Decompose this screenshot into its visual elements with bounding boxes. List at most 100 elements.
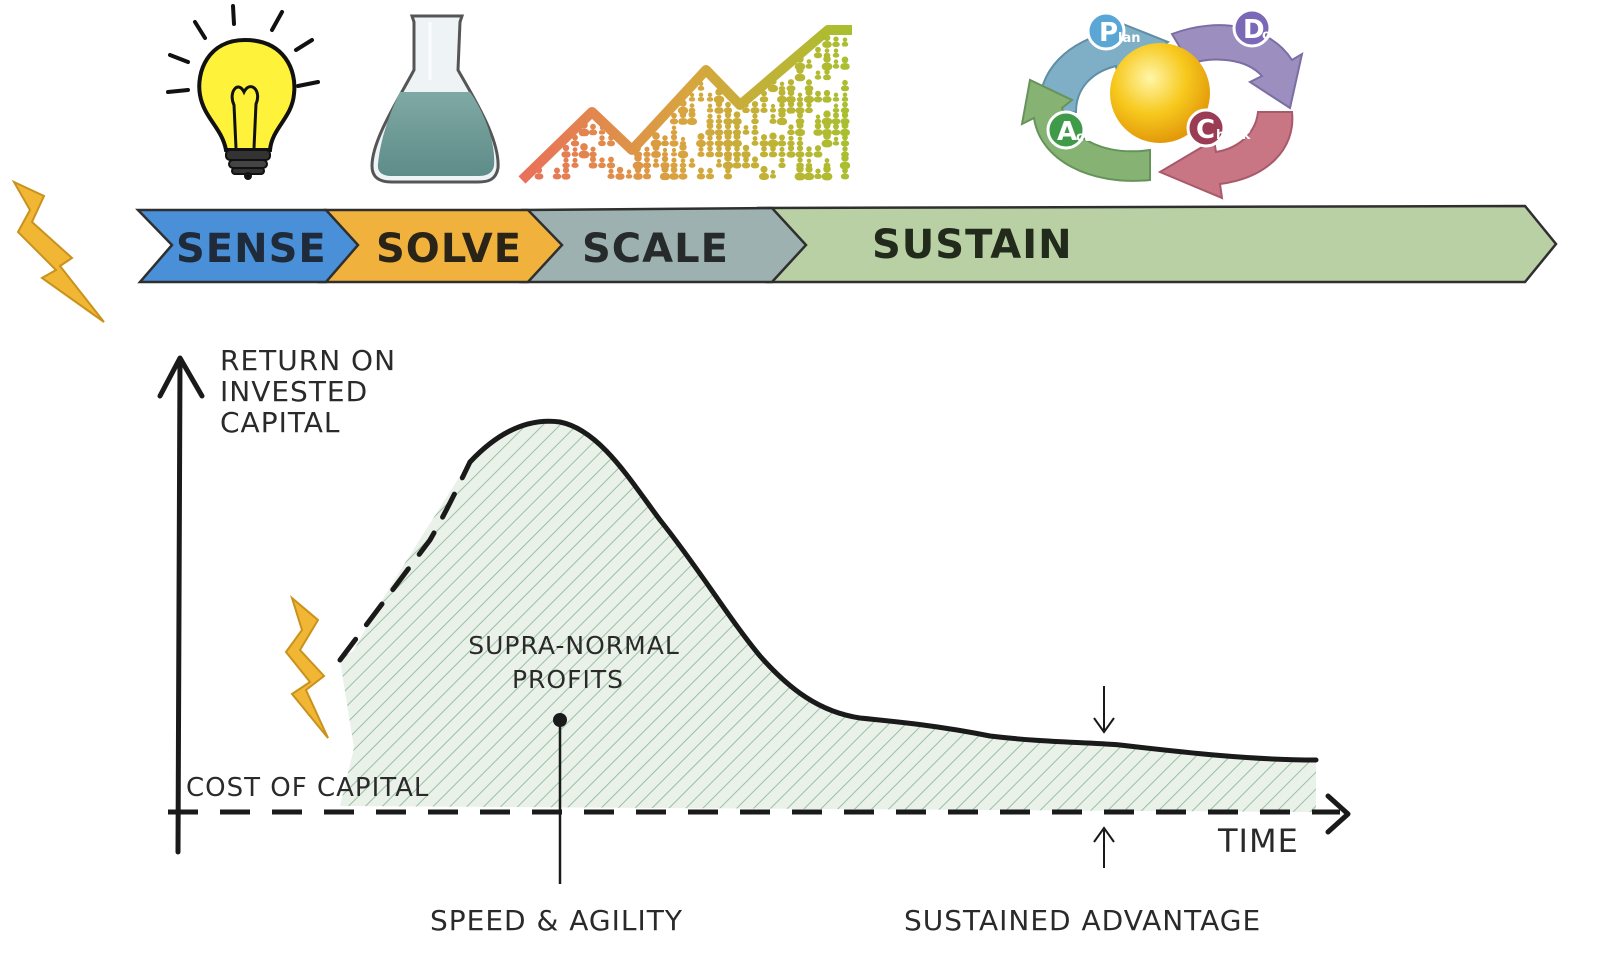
crowd-person-head	[608, 156, 614, 163]
crowd-person-body	[840, 107, 850, 114]
crowd-person-body	[841, 151, 849, 158]
crowd-person-head	[562, 167, 570, 174]
crowd-person-body	[598, 130, 606, 135]
crowd-person-body	[813, 129, 823, 136]
pdca-cycle-icon: P lan D o C heck A ct	[1020, 8, 1304, 200]
y-axis-label-line2: INVESTED	[220, 375, 368, 408]
crowd-person-head	[842, 146, 848, 152]
crowd-person-body	[786, 151, 796, 158]
crowd-person-body	[723, 140, 733, 147]
crowd-person-body	[714, 129, 724, 136]
crowd-person-head	[662, 135, 668, 141]
crowd-person-body	[796, 141, 804, 146]
crowd-person-head	[779, 81, 785, 87]
crowd-person-body	[741, 162, 751, 169]
crowd-person-head	[697, 133, 705, 141]
crowd-person-body	[796, 97, 804, 102]
crowd-person-head	[761, 145, 767, 152]
crowd-person-head	[833, 103, 839, 109]
crowd-person-body	[795, 107, 805, 114]
crowd-person-head	[806, 59, 812, 64]
crowd-person-head	[815, 46, 821, 53]
crowd-person-head	[572, 157, 578, 163]
crowd-person-head	[715, 134, 723, 141]
crowd-person-body	[706, 140, 714, 147]
crowd-person-body	[741, 151, 751, 158]
crowd-person-body	[723, 173, 733, 180]
crowd-person-body	[767, 139, 779, 148]
crowd-person-body	[696, 173, 706, 180]
crowd-person-head	[842, 37, 848, 43]
crowd-person-body	[534, 173, 544, 180]
crowd-person-head	[824, 69, 830, 75]
crowd-person-body	[776, 117, 788, 126]
svg-text:P: P	[1099, 18, 1118, 48]
stage-sustain-label: SUSTAIN	[872, 222, 1073, 268]
crowd-person-body	[715, 163, 723, 168]
crowd-person-head	[680, 136, 686, 142]
area-label-line2: PROFITS	[512, 665, 624, 694]
crowd-person-head	[680, 158, 686, 164]
crowd-person-body	[661, 152, 669, 157]
cost-of-capital-label: COST OF CAPITAL	[186, 773, 429, 803]
crowd-person-body	[688, 107, 696, 113]
crowd-person-head	[742, 144, 750, 152]
crowd-person-body	[832, 141, 840, 146]
growth-chart-icon	[518, 25, 852, 184]
crowd-person-head	[833, 92, 839, 98]
crowd-person-body	[679, 141, 687, 146]
crowd-person-head	[644, 146, 650, 152]
crowd-person-body	[821, 172, 833, 181]
crowd-person-body	[832, 97, 840, 102]
crowd-person-body	[606, 140, 616, 147]
crowd-person-body	[778, 162, 786, 168]
crowd-person-head	[823, 89, 831, 97]
crowd-person-body	[670, 130, 678, 135]
crowd-person-body	[758, 172, 770, 181]
crowd-person-head	[751, 156, 759, 163]
crowd-person-body	[742, 129, 750, 135]
crowd-person-head	[779, 157, 785, 163]
crowd-person-head	[833, 48, 839, 54]
crowd-person-body	[769, 118, 777, 124]
crowd-person-body	[706, 108, 714, 113]
crowd-person-body	[840, 173, 850, 180]
crowd-person-head	[796, 100, 804, 108]
crowd-person-head	[725, 145, 731, 152]
crowd-person-body	[767, 84, 779, 93]
roic-graph: RETURN ON INVESTED CAPITAL COST OF CAPIT…	[157, 344, 1351, 937]
crowd-person-body	[705, 151, 715, 158]
crowd-person-body	[571, 162, 579, 168]
crowd-person-head	[823, 110, 831, 118]
crowd-person-head	[760, 165, 768, 173]
crowd-person-head	[698, 92, 704, 98]
pdca-do-badge: D o	[1232, 8, 1272, 48]
crowd-person-head	[670, 166, 678, 174]
crowd-person-body	[678, 118, 688, 125]
crowd-person-body	[759, 151, 769, 158]
crowd-person-body	[669, 118, 679, 125]
crowd-person-body	[722, 161, 734, 170]
svg-text:A: A	[1057, 117, 1077, 147]
crowd-person-head	[797, 92, 803, 98]
crowd-person-body	[732, 129, 742, 136]
crowd-person-body	[769, 108, 777, 113]
svg-text:o: o	[1262, 28, 1271, 43]
crowd-person-body	[821, 117, 833, 126]
crowd-person-head	[725, 101, 731, 108]
crowd-person-head	[815, 168, 821, 174]
crowd-person-body	[840, 63, 850, 70]
crowd-person-body	[670, 152, 678, 157]
crowd-person-body	[650, 139, 662, 148]
crowd-person-head	[770, 169, 776, 175]
crowd-person-head	[751, 101, 759, 108]
crowd-person-body	[606, 162, 616, 169]
crowd-person-head	[787, 145, 795, 152]
act-arrow	[1020, 78, 1151, 182]
crowd-person-body	[733, 151, 741, 158]
lightning-bolt-icon	[11, 179, 105, 323]
crowd-person-body	[814, 119, 822, 124]
crowd-person-head	[734, 123, 740, 130]
crowd-person-head	[806, 158, 812, 164]
crowd-person-body	[769, 174, 777, 179]
